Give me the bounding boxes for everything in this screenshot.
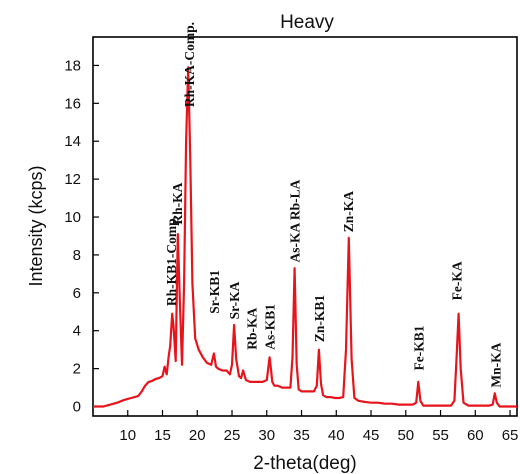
x-tick-label: 65 <box>502 427 519 444</box>
x-axis: 10 15 20 25 30 35 40 45 50 55 60 65 <box>119 410 518 444</box>
peak-label: Rb-KA <box>245 307 260 349</box>
x-tick-label: 55 <box>432 427 449 444</box>
y-tick-label: 4 <box>73 323 81 340</box>
y-tick-label: 6 <box>73 285 81 302</box>
y-axis-label: Intensity (kcps) <box>26 165 46 286</box>
y-tick-label: 0 <box>73 399 81 416</box>
peak-label: Zn-KA <box>341 191 356 233</box>
y-tick-label: 16 <box>64 95 81 112</box>
peak-label: Mn-KA <box>489 342 504 387</box>
peak-label: Rh-KA-Comp. <box>182 22 197 107</box>
y-tick-label: 14 <box>64 133 81 150</box>
chart-title: Heavy <box>280 12 334 33</box>
plot-area-border <box>92 36 518 417</box>
y-tick-label: 18 <box>64 57 81 74</box>
x-tick-label: 45 <box>363 427 380 444</box>
peak-label: As-KB1 <box>263 304 278 350</box>
spectrum-line <box>93 66 517 408</box>
x-tick-label: 60 <box>467 427 484 444</box>
peak-label: Sr-KA <box>227 281 242 319</box>
peak-label: As-KA Rb-LA <box>288 179 303 262</box>
peak-label: Fe-KA <box>450 261 465 300</box>
x-tick-label: 30 <box>258 427 275 444</box>
x-tick-label: 25 <box>224 427 241 444</box>
peak-label: Zn-KB1 <box>312 295 327 343</box>
x-tick-label: 50 <box>397 427 414 444</box>
peak-label: Rh-KB1-Comp. <box>164 215 179 306</box>
x-tick-label: 20 <box>189 427 206 444</box>
plot-frame <box>92 36 518 417</box>
peak-label: Sr-KB1 <box>207 270 222 314</box>
x-axis-label: 2-theta(deg) <box>253 453 357 474</box>
x-tick-label: 40 <box>328 427 345 444</box>
x-tick-label: 15 <box>154 427 171 444</box>
y-tick-label: 8 <box>73 247 81 264</box>
x-tick-label: 10 <box>119 427 136 444</box>
y-tick-label: 10 <box>64 209 81 226</box>
x-tick-label: 35 <box>293 427 310 444</box>
y-tick-label: 2 <box>73 361 81 378</box>
y-tick-label: 12 <box>64 171 81 188</box>
peak-label: Rh-KA <box>170 182 185 224</box>
peak-annotations: Rh-KB1-Comp.Rh-KA Rh-KA-Comp. Sr-KB1 Sr-KAR… <box>164 22 504 388</box>
peak-label: Fe-KB1 <box>411 325 426 370</box>
series-layer <box>93 66 517 408</box>
